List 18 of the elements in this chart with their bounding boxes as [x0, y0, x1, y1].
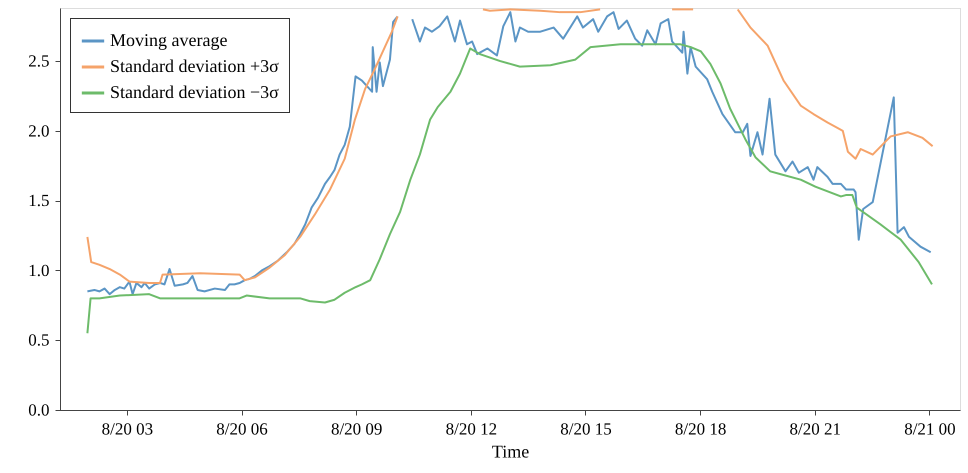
x-tick-label: 8/20 03 [102, 420, 154, 438]
x-tick-label: 8/20 15 [560, 420, 612, 438]
y-tick-label: 0.0 [28, 400, 50, 420]
legend-label: Moving average [110, 30, 228, 50]
y-tick-label: 0.5 [28, 330, 50, 350]
x-tick-label: 8/20 06 [216, 420, 268, 438]
y-tick-label: 2.5 [28, 52, 50, 71]
y-tick-label: 2.0 [28, 121, 50, 140]
y-tick-label: 1.0 [28, 260, 50, 280]
x-tick-label: 8/20 18 [674, 420, 726, 438]
legend-label: Standard deviation −3σ [110, 82, 280, 102]
x-tick-label: 8/20 21 [790, 420, 842, 438]
x-tick-label: 8/20 09 [330, 420, 382, 438]
x-tick-label: 8/21 00 [904, 420, 956, 438]
legend-label: Standard deviation +3σ [110, 56, 280, 76]
y-tick-label: 1.5 [28, 191, 50, 210]
x-tick-label: 8/20 12 [446, 420, 498, 438]
x-axis-title: Time [492, 442, 530, 462]
